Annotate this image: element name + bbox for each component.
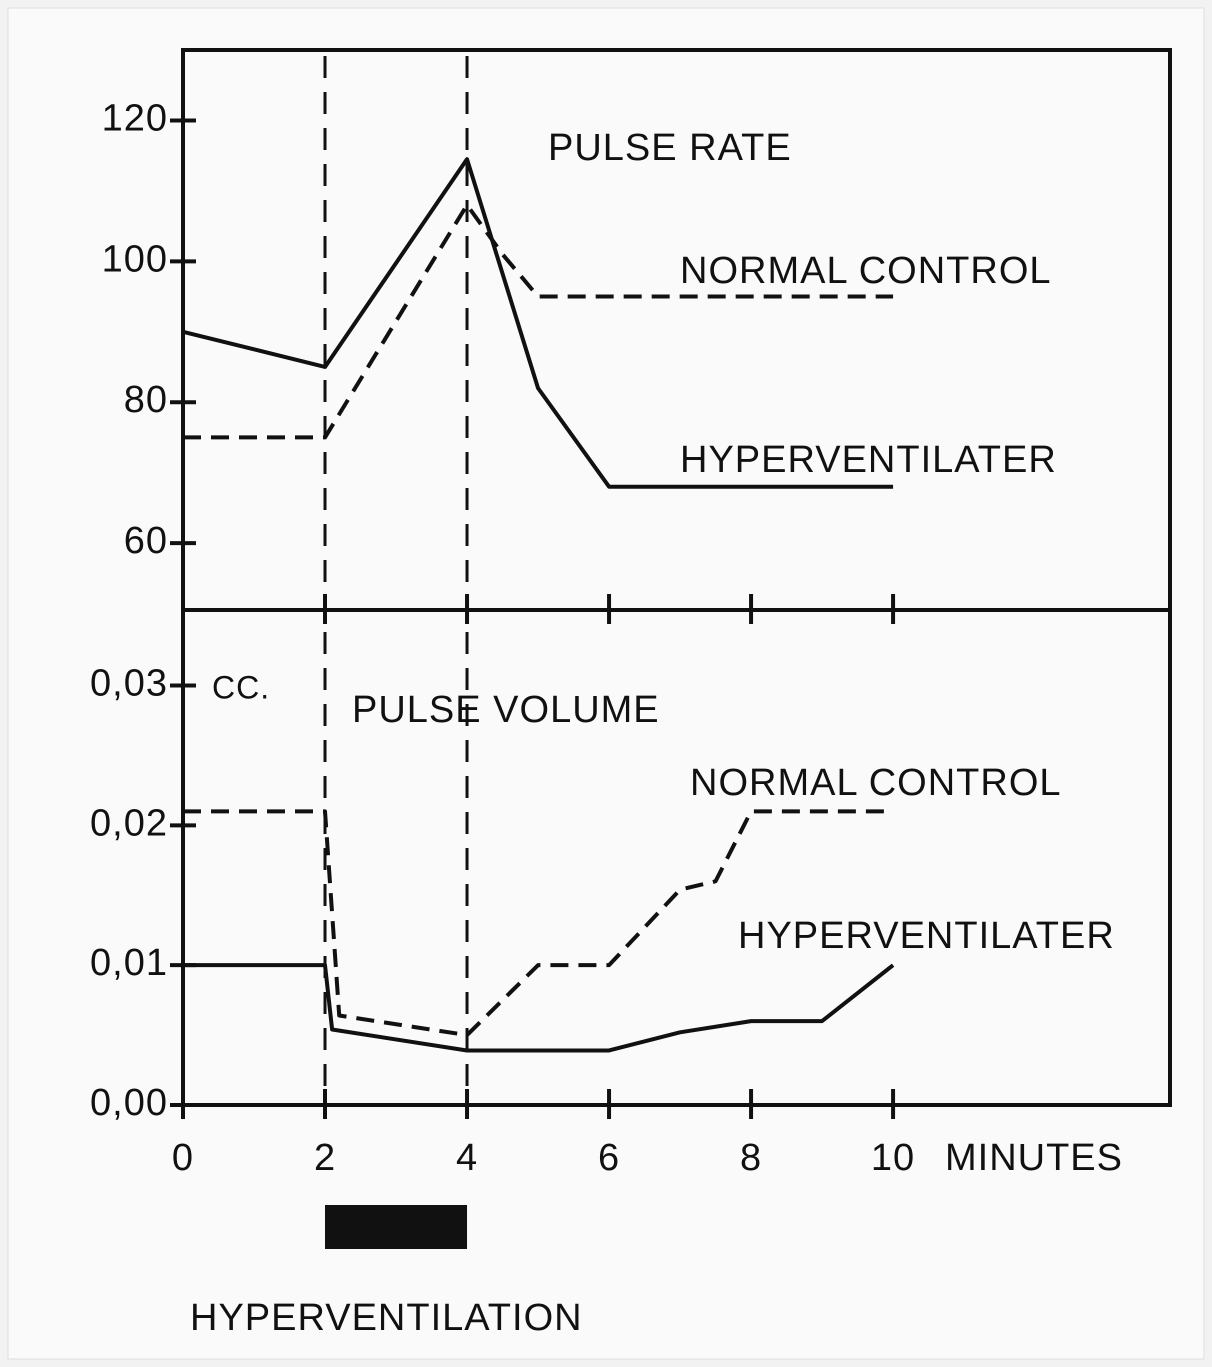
series-label: HYPERVENTILATER	[738, 915, 1115, 957]
x-tick-label: 0	[172, 1137, 194, 1179]
x-tick-label: 8	[740, 1137, 762, 1179]
hyperventilation-label: HYPERVENTILATION	[190, 1297, 583, 1339]
x-axis-label: MINUTES	[945, 1137, 1123, 1179]
series-line	[183, 809, 894, 1038]
y-tick-label: 120	[102, 97, 168, 139]
panel-title: PULSE RATE	[548, 127, 792, 169]
y-tick-label: 60	[124, 520, 168, 562]
plot-frame	[181, 48, 1172, 1107]
series-line	[183, 963, 895, 1053]
y-tick-label: 0,02	[90, 802, 168, 844]
x-tick-label: 6	[598, 1137, 620, 1179]
paper	[7, 7, 1205, 1360]
y-tick-label: 0,03	[90, 663, 168, 705]
y-tick-label: 0,00	[90, 1082, 168, 1124]
hyperventilation-bar	[325, 1205, 468, 1249]
y-tick-label: 80	[124, 379, 168, 421]
series-label: NORMAL CONTROL	[690, 762, 1062, 804]
series-line	[182, 157, 894, 489]
y-tick-label: 0,01	[90, 942, 168, 984]
y-tick-label: 100	[102, 238, 168, 280]
x-tick-label: 10	[871, 1137, 915, 1179]
series-line	[183, 202, 894, 440]
series-label: HYPERVENTILATER	[680, 439, 1057, 481]
series-label: NORMAL CONTROL	[680, 250, 1052, 292]
panel-title: PULSE VOLUME	[352, 689, 660, 731]
x-tick-label: 2	[314, 1137, 336, 1179]
x-tick-label: 4	[456, 1137, 478, 1179]
unit-label: CC.	[212, 669, 270, 705]
